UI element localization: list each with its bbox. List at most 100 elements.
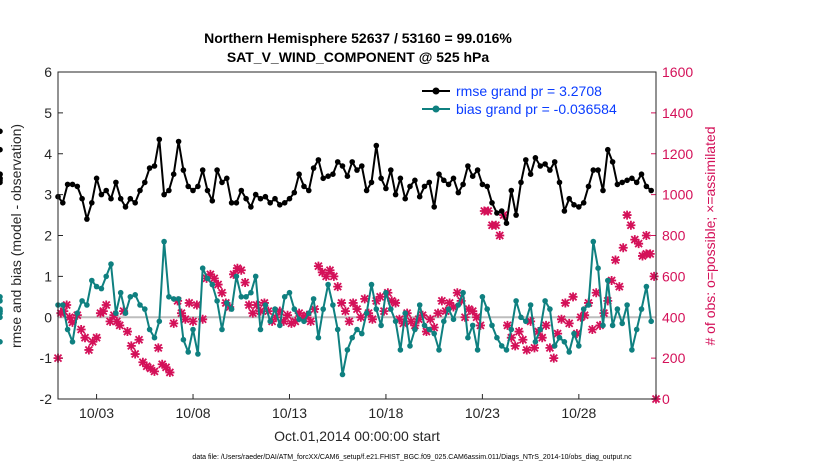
obs-assimilated-point (437, 296, 447, 306)
rmse-point (98, 191, 105, 198)
bias-point (368, 281, 375, 288)
rmse-point (600, 187, 606, 194)
rmse-point (252, 191, 259, 198)
obs-assimilated-point (165, 367, 175, 377)
rmse-point (498, 208, 505, 214)
rmse-point (407, 183, 413, 190)
rmse-series (0, 128, 654, 226)
obs-assimilated-point (329, 271, 339, 281)
obs-assimilated-point (130, 349, 140, 359)
bias-point (320, 306, 327, 312)
rmse-point (74, 183, 81, 190)
obs-assimilated-point (641, 231, 651, 240)
bias-point (89, 277, 95, 284)
bias-point (609, 322, 616, 329)
rmse-point (460, 181, 466, 188)
rmse-point (532, 155, 539, 161)
rmse-point (257, 195, 264, 202)
rmse-point (551, 159, 558, 165)
obs-assimilated-point (634, 239, 644, 249)
rmse-point (590, 167, 597, 173)
rmse-point (614, 181, 621, 188)
obs-assimilated-point (533, 327, 543, 337)
bias-point (127, 294, 134, 300)
obs-assimilated-point (510, 341, 520, 351)
rmse-point (137, 187, 143, 194)
rmse-point (146, 165, 153, 171)
bias-point (527, 302, 534, 308)
obs-assimilated-point (209, 273, 219, 283)
bias-point (151, 334, 158, 341)
obs-assimilated-point (279, 316, 289, 326)
obs-assimilated-point (448, 302, 458, 312)
obs-assimilated-point (306, 316, 316, 326)
rmse-point (238, 187, 245, 194)
bias-point (214, 298, 220, 304)
rmse-point (315, 157, 322, 163)
rmse-point (248, 204, 254, 210)
obs-assimilated-point (452, 288, 462, 298)
bias-point (334, 326, 341, 333)
bias-point (590, 238, 597, 245)
obs-assimilated-point (153, 343, 163, 353)
bias-point (146, 326, 153, 333)
obs-assimilated-point (325, 265, 335, 275)
bias-point (629, 347, 635, 353)
obs-assimilated-point (456, 296, 466, 306)
bias-point (378, 322, 384, 329)
rmse-point (306, 187, 312, 194)
rmse-point (643, 183, 650, 190)
rmse-point (508, 187, 515, 194)
y-axis-label: rmse and bias (model - observation) (8, 124, 24, 348)
obs-assimilated-point (92, 333, 102, 343)
bias-point (648, 318, 654, 325)
rmse-point (175, 138, 182, 145)
rmse-point (224, 175, 230, 182)
obs-assimilated-point (622, 210, 632, 220)
y-tick-label: 2 (44, 228, 52, 244)
y-tick-label: 6 (44, 64, 52, 80)
y-right-tick-label: 1000 (662, 187, 693, 203)
rmse-point (195, 183, 201, 190)
rmse-point (527, 171, 534, 177)
bias-point (190, 326, 196, 333)
obs-assimilated-point (244, 300, 254, 310)
bias-point (532, 339, 539, 345)
bias-point (494, 334, 500, 341)
bias-point (561, 339, 568, 345)
bias-point (465, 334, 471, 341)
rmse-point (170, 171, 177, 177)
obs-assimilated-point (375, 292, 385, 302)
rmse-point (561, 208, 568, 214)
rmse-point (392, 191, 399, 198)
rmse-point (378, 175, 384, 182)
obs-assimilated-point (425, 314, 435, 324)
bias-point (402, 310, 409, 317)
obs-assimilated-point (406, 316, 416, 326)
obs-assimilated-point (236, 265, 246, 275)
y-tick-label: 5 (44, 105, 52, 121)
obs-assimilated-point (495, 231, 505, 240)
rmse-point (595, 167, 601, 173)
rmse-point (494, 210, 500, 216)
bias-point (571, 330, 577, 337)
obs-assimilated-point (275, 306, 285, 316)
rmse-point (450, 175, 457, 182)
bias-point (224, 300, 230, 306)
y-tick-label: 1 (44, 268, 52, 284)
rmse-point (180, 167, 187, 173)
obs-assimilated-point (180, 314, 190, 324)
obs-assimilated-point (313, 261, 323, 271)
bias-point (185, 349, 191, 355)
obs-assimilated-point (84, 345, 94, 355)
bias-point (551, 343, 558, 349)
obs-assimilated-point (271, 312, 281, 322)
rmse-point (103, 187, 109, 194)
bias-point (503, 347, 510, 353)
bias-point (84, 302, 90, 308)
bias-point (585, 302, 592, 308)
bias-point (0, 314, 3, 321)
rmse-point (489, 200, 495, 206)
obs-assimilated-point (65, 312, 75, 322)
obs-assimilated-point (161, 362, 171, 372)
